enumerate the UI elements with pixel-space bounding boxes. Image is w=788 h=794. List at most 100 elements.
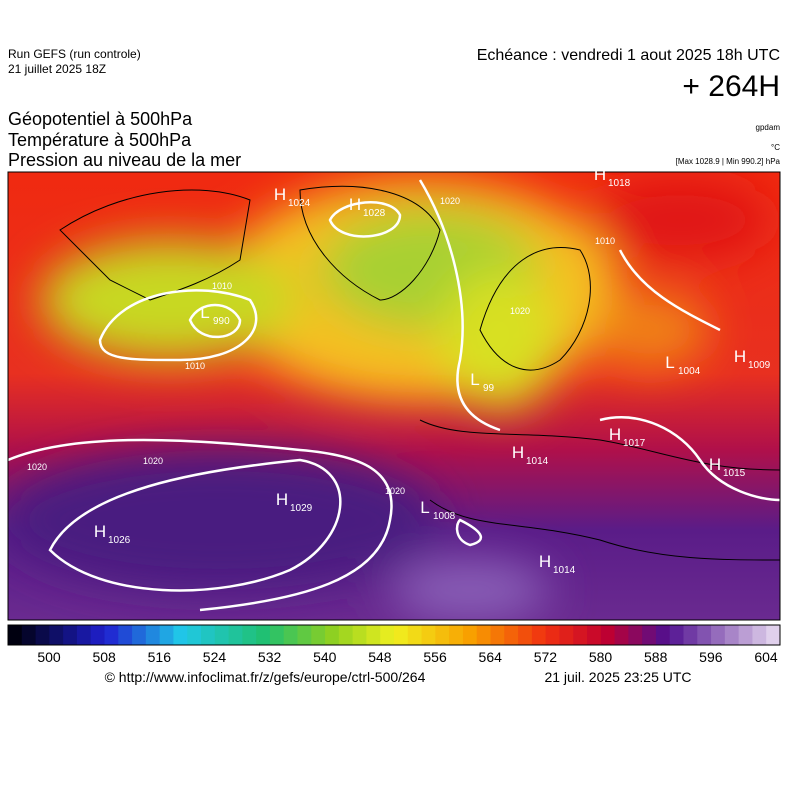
pressure-letter: H bbox=[274, 185, 286, 204]
scale-swatch bbox=[628, 625, 643, 645]
scale-label: 500 bbox=[37, 649, 61, 665]
scale-swatch bbox=[766, 625, 781, 645]
scale-swatch bbox=[325, 625, 340, 645]
scale-swatch bbox=[752, 625, 767, 645]
pressure-value: 1014 bbox=[553, 565, 576, 576]
scale-label: 524 bbox=[203, 649, 227, 665]
isobar-label: 1020 bbox=[143, 456, 163, 466]
scale-swatch bbox=[724, 625, 740, 645]
scale-swatch bbox=[600, 625, 616, 645]
scale-swatch bbox=[132, 625, 147, 645]
pressure-letter: L bbox=[200, 303, 209, 322]
scale-swatch bbox=[642, 625, 657, 645]
scale-swatch bbox=[655, 625, 671, 645]
pressure-letter: H bbox=[734, 347, 746, 366]
scale-swatch bbox=[738, 625, 753, 645]
scale-swatch bbox=[407, 625, 423, 645]
scale-swatch bbox=[159, 625, 174, 645]
scale-swatch bbox=[545, 625, 560, 645]
pressure-value: 1024 bbox=[288, 198, 311, 209]
pressure-value: 1018 bbox=[608, 178, 631, 189]
scale-swatch bbox=[104, 625, 119, 645]
scale-label: 532 bbox=[258, 649, 282, 665]
pressure-letter: H bbox=[276, 490, 288, 509]
scale-swatch bbox=[380, 625, 395, 645]
scale-label: 596 bbox=[699, 649, 723, 665]
generated: 21 juil. 2025 23:25 UTC bbox=[544, 669, 691, 685]
isobar-label: 1010 bbox=[185, 361, 205, 371]
scale-label: 516 bbox=[148, 649, 172, 665]
isobar-label: 1020 bbox=[440, 196, 460, 206]
color-scale: 500 508 516 524 532 540 548 556 564 572 580 588 596 6… bbox=[7, 624, 781, 665]
pressure-value: 990 bbox=[213, 316, 230, 327]
scale-label: 580 bbox=[589, 649, 613, 665]
run-date: 21 juillet 2025 18Z bbox=[8, 62, 106, 76]
scale-label: 572 bbox=[534, 649, 558, 665]
run: Run GEFS (run controle) bbox=[8, 47, 141, 61]
pressure-letter: H bbox=[609, 425, 621, 444]
pressure-value: 1017 bbox=[623, 438, 646, 449]
scale-label: 540 bbox=[313, 649, 337, 665]
pressure-letter: H bbox=[512, 443, 524, 462]
map bbox=[8, 172, 780, 620]
scale-swatch bbox=[711, 625, 726, 645]
scale-swatch bbox=[187, 625, 202, 645]
unit: °C bbox=[771, 143, 780, 152]
scale-swatch bbox=[311, 625, 326, 645]
field-title: Pression au niveau de la mer bbox=[8, 150, 241, 170]
scale-swatch bbox=[614, 625, 629, 645]
pressure-range: [Max 1028.9 | Min 990.2] hPa bbox=[676, 157, 781, 166]
scale-swatch bbox=[173, 625, 188, 645]
scale-swatch bbox=[531, 625, 547, 645]
source: © http://www.infoclimat.fr/z/gefs/europe… bbox=[105, 669, 426, 685]
scale-label: 508 bbox=[92, 649, 116, 665]
pressure-letter: H bbox=[594, 165, 606, 184]
isobar-label: 1010 bbox=[595, 236, 615, 246]
scale-swatch bbox=[63, 625, 78, 645]
scale-swatch bbox=[201, 625, 216, 645]
pressure-value: 1008 bbox=[433, 511, 456, 522]
scale-swatch bbox=[35, 625, 50, 645]
scale-swatch bbox=[21, 625, 37, 645]
scale-label: 564 bbox=[479, 649, 503, 665]
scale-swatch bbox=[49, 625, 64, 645]
scale-swatch bbox=[573, 625, 588, 645]
scale-swatch bbox=[297, 625, 312, 645]
pressure-letter: H bbox=[539, 552, 551, 571]
pressure-value: 1004 bbox=[678, 366, 701, 377]
pressure-value: 1014 bbox=[526, 456, 549, 467]
scale-swatch bbox=[669, 625, 684, 645]
scale-swatch bbox=[145, 625, 161, 645]
isobar-label: 1010 bbox=[212, 281, 232, 291]
scale-swatch bbox=[435, 625, 450, 645]
pressure-value: 1009 bbox=[748, 360, 771, 371]
scale-swatch bbox=[283, 625, 298, 645]
field-title: Température à 500hPa bbox=[8, 130, 192, 150]
lead-time: + 264H bbox=[682, 70, 780, 103]
scale-frame bbox=[7, 624, 781, 646]
scale-label: 548 bbox=[368, 649, 392, 665]
scale-swatch bbox=[118, 625, 133, 645]
scale-label: 588 bbox=[644, 649, 668, 665]
pressure-value: 1028 bbox=[363, 208, 386, 219]
scale-swatch bbox=[269, 625, 285, 645]
map-frame bbox=[7, 171, 781, 621]
isobar-label: 1020 bbox=[385, 486, 405, 496]
scale-swatch bbox=[366, 625, 381, 645]
isobar-label: 1020 bbox=[27, 462, 47, 472]
field-title: Géopotentiel à 500hPa bbox=[8, 109, 193, 129]
scale-swatch bbox=[449, 625, 464, 645]
pressure-letter: H bbox=[709, 455, 721, 474]
pressure-letter: L bbox=[420, 498, 429, 517]
scale-label: 556 bbox=[423, 649, 447, 665]
scale-label: 604 bbox=[754, 649, 778, 665]
scale-swatch bbox=[8, 625, 23, 645]
pressure-letter: L bbox=[665, 353, 674, 372]
scale-swatch bbox=[697, 625, 712, 645]
pressure-value: 99 bbox=[483, 383, 495, 394]
pressure-letter: H bbox=[94, 522, 106, 541]
scale-swatch bbox=[559, 625, 574, 645]
scale-swatch bbox=[504, 625, 519, 645]
pressure-value: 1029 bbox=[290, 503, 313, 514]
